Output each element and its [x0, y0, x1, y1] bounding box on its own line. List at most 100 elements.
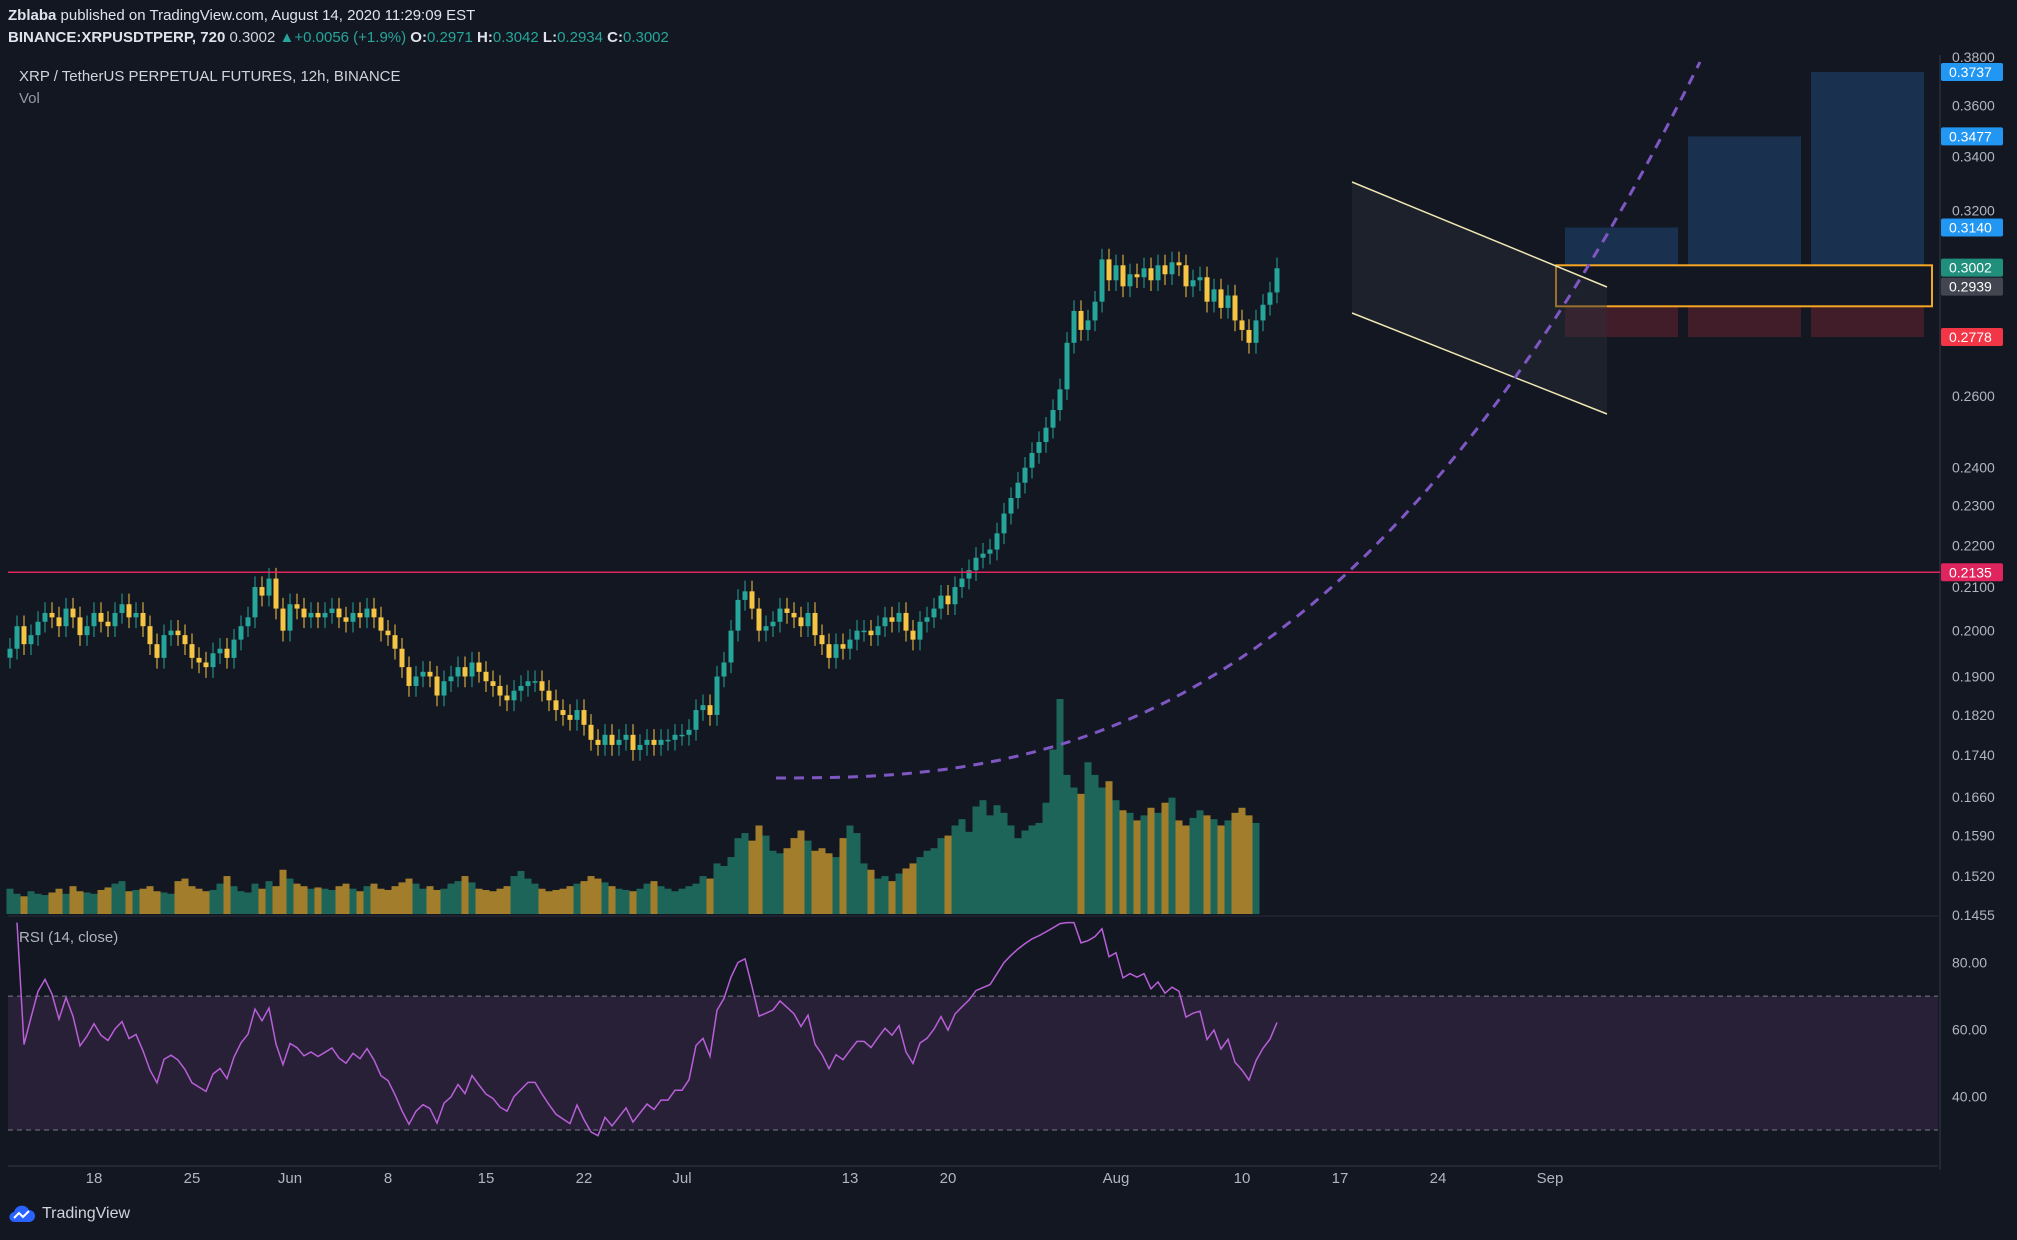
candle-body: [819, 635, 825, 645]
published-text: published on TradingView.com, August 14,…: [60, 7, 476, 24]
candle: [371, 597, 377, 629]
candle-body: [1253, 320, 1259, 343]
candle-body: [469, 662, 475, 677]
volume-bar: [307, 888, 315, 914]
candle-body: [665, 739, 671, 742]
candle: [826, 633, 832, 669]
volume-bar: [517, 871, 525, 914]
volume-bar: [419, 888, 427, 914]
volume-bar: [1063, 774, 1071, 914]
volume-bar: [48, 892, 56, 914]
candle: [539, 670, 545, 702]
candle-body: [595, 739, 601, 745]
volume-bar: [909, 863, 917, 914]
candle: [1099, 248, 1105, 313]
candle-body: [203, 662, 209, 668]
volume-bar: [951, 825, 959, 914]
legend-title[interactable]: XRP / TetherUS PERPETUAL FUTURES, 12h, B…: [19, 68, 401, 85]
volume-bar: [594, 878, 602, 914]
candle-body: [882, 617, 888, 627]
candle: [938, 584, 944, 620]
candle-body: [245, 617, 251, 627]
volume-bar: [734, 838, 742, 914]
rsi-pane: [8, 921, 1938, 1137]
volume-bar: [601, 882, 609, 914]
candle-body: [973, 557, 979, 571]
candlesticks[interactable]: [7, 248, 1280, 761]
candle: [1211, 278, 1217, 313]
candle: [420, 661, 426, 688]
volume-bar: [27, 891, 35, 914]
target-zone-1: [1565, 227, 1678, 266]
candle: [385, 619, 391, 646]
candle-body: [1043, 427, 1049, 443]
legend-volume[interactable]: Vol: [19, 90, 40, 107]
volume-bar: [769, 850, 777, 914]
drawings[interactable]: [8, 61, 1940, 780]
price-tick-label: 0.2600: [1952, 388, 1995, 404]
volume-bar: [629, 891, 637, 914]
candle: [434, 665, 440, 707]
candle: [203, 651, 209, 678]
candle-body: [420, 671, 426, 677]
candle: [343, 606, 349, 633]
chart-canvas[interactable]: 80.0060.0040.000.38000.36000.34000.32000…: [0, 52, 2017, 1195]
candle: [14, 615, 20, 660]
candle-body: [952, 587, 958, 605]
time-tick-label: 15: [478, 1170, 495, 1187]
volume-bar: [209, 889, 217, 914]
time-tick-label: Sep: [1537, 1170, 1564, 1187]
volume-bar: [440, 888, 448, 914]
volume-bar: [13, 893, 21, 914]
volume-bar: [1119, 810, 1127, 914]
candle-body: [1106, 259, 1112, 281]
volume-bar: [342, 883, 350, 914]
candle-body: [231, 639, 237, 658]
candle-body: [364, 608, 370, 618]
candle-body: [182, 635, 188, 645]
volume-bar: [174, 881, 182, 914]
candle: [931, 597, 937, 629]
candle: [1127, 263, 1133, 298]
symbol[interactable]: BINANCE:XRPUSDTPERP, 720: [8, 29, 226, 46]
time-tick-label: Aug: [1103, 1170, 1130, 1187]
price-tick-label: 0.1820: [1952, 707, 1995, 723]
volume-bar: [286, 878, 294, 914]
entry-zone-box: [1555, 264, 1933, 308]
candle: [154, 633, 160, 669]
volume-bar: [475, 888, 483, 914]
candle-body: [273, 578, 279, 609]
candle-body: [1015, 482, 1021, 499]
candle: [7, 638, 13, 669]
candle: [1001, 502, 1007, 545]
candle: [896, 602, 902, 633]
author-name[interactable]: Zblaba: [8, 7, 57, 24]
volume-bar: [41, 895, 49, 914]
candle: [770, 611, 776, 637]
candle-body: [1120, 265, 1126, 287]
volume-bar: [671, 891, 679, 914]
volume-bar: [230, 886, 238, 914]
candle: [917, 611, 923, 651]
volume-bar: [1252, 822, 1260, 914]
candle: [483, 661, 489, 693]
candle: [301, 597, 307, 629]
brand-name: TradingView: [42, 1205, 131, 1222]
tradingview-logo[interactable]: TradingView: [8, 1205, 130, 1223]
candle-body: [189, 644, 195, 658]
candle: [658, 729, 664, 756]
candle-body: [875, 626, 881, 636]
volume-bar: [1084, 762, 1092, 914]
candle: [1274, 257, 1280, 304]
candle: [455, 656, 461, 688]
candle: [1225, 284, 1231, 319]
price-tag-label: 0.3477: [1949, 128, 1992, 144]
candle: [217, 638, 223, 665]
candle: [427, 661, 433, 688]
volume-bar: [223, 876, 231, 914]
legend-rsi[interactable]: RSI (14, close): [19, 929, 118, 946]
volume-bar: [524, 878, 532, 914]
candle-body: [126, 604, 132, 618]
candle-body: [1176, 262, 1182, 266]
candle-body: [854, 630, 860, 640]
